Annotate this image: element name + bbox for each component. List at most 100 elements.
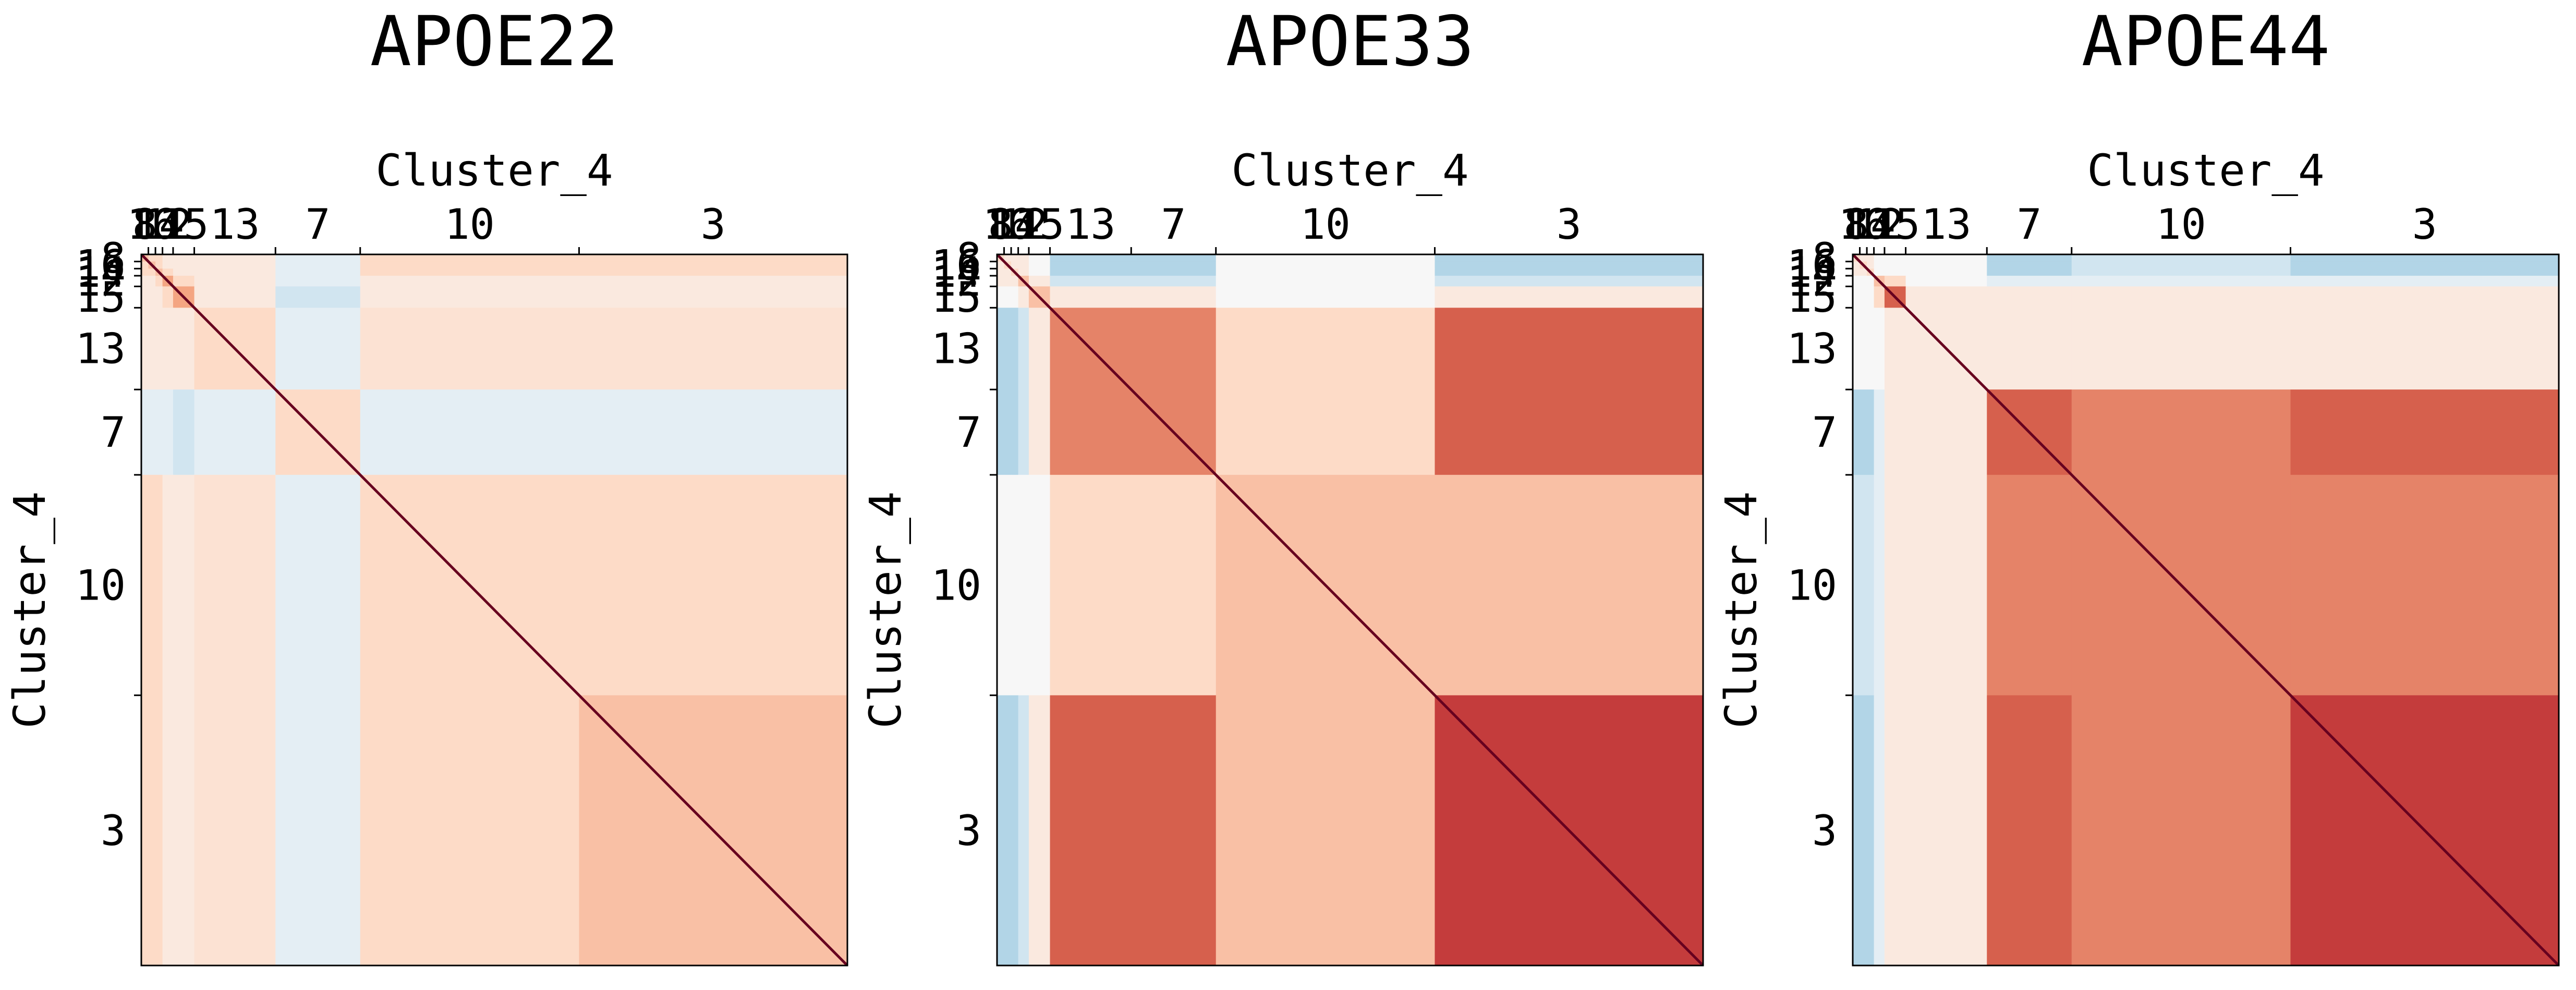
y-tick-label: 13 (1787, 325, 1837, 373)
x-tick-label: 8 (1844, 200, 1869, 249)
heatmap-cell (1050, 268, 1132, 276)
heatmap-cell (1987, 268, 2072, 276)
x-tick-label: 8 (988, 200, 1013, 249)
x-axis-label: Cluster_4 (2087, 145, 2324, 196)
heatmap-cell (194, 474, 276, 696)
heatmap-cell (1018, 261, 1029, 269)
heatmap-cell (148, 268, 156, 276)
heatmap-cell (1216, 695, 1435, 966)
y-tick-label: 10 (1787, 561, 1837, 609)
heatmap-cell (360, 261, 579, 269)
heatmap-cell (1028, 474, 1051, 696)
heatmap-cell (1004, 286, 1012, 308)
heatmap-cell (173, 268, 195, 276)
heatmap-cell (1884, 254, 1906, 262)
heatmap-cell (173, 695, 195, 966)
x-axis-label: Cluster_4 (375, 145, 613, 196)
heatmap-cell (148, 308, 156, 390)
heatmap-cell (1216, 275, 1435, 287)
heatmap-cell (1028, 695, 1051, 966)
heatmap-cell (1987, 286, 2072, 308)
heatmap-cell (148, 389, 156, 475)
heatmap-cell (1867, 474, 1875, 696)
heatmap-cell (141, 308, 149, 390)
heatmap-cell (155, 261, 163, 269)
y-tick-label: 15 (1787, 273, 1837, 322)
heatmap-cell (1867, 389, 1875, 475)
frame (1852, 253, 2560, 967)
y-tick-label: 14 (1787, 248, 1837, 297)
heatmap-cell (155, 254, 163, 262)
x-axis-label: Cluster_4 (1231, 145, 1468, 196)
heatmap-cell (1853, 261, 1861, 269)
heatmap-cell (1216, 286, 1435, 308)
heatmap-cell (1435, 254, 1704, 262)
heatmap-cell (1987, 695, 2072, 966)
heatmap-cell (275, 261, 361, 269)
heatmap-cell (194, 695, 276, 966)
heatmap-cell (1853, 474, 1861, 696)
y-tick-label: 8 (101, 234, 126, 283)
heatmap-cell (1867, 308, 1875, 390)
heatmap-cell (148, 286, 156, 308)
heatmap-cell (1874, 474, 1885, 696)
heatmap-cell (997, 275, 1005, 287)
y-tick-label: 12 (1787, 257, 1837, 305)
heatmap-cell (579, 389, 848, 475)
frame (140, 253, 848, 967)
heatmap-cell (579, 261, 848, 269)
heatmap-cell (997, 695, 1005, 966)
heatmap-cell (194, 254, 276, 262)
heatmap-cell (1018, 286, 1029, 308)
x-tick-label: 7 (1161, 200, 1186, 249)
heatmap-cell (1131, 254, 1217, 262)
heatmap-cell (194, 268, 276, 276)
heatmap-cell (997, 474, 1005, 696)
heatmap-cell (1011, 254, 1019, 262)
heatmap-cell (360, 308, 579, 390)
heatmap-cell (360, 286, 579, 308)
x-tick-label: 16 (127, 200, 177, 249)
y-tick-label: 16 (931, 241, 981, 289)
heatmap-cell (162, 389, 174, 475)
heatmap-cell (275, 286, 361, 308)
x-tick-label: 3 (1557, 200, 1582, 249)
heatmap-cell (360, 254, 579, 262)
heatmap-cell (1853, 286, 1861, 308)
heatmap-cell (173, 389, 195, 475)
heatmap-cell (1018, 254, 1029, 262)
heatmap-cell (275, 695, 361, 966)
heatmap-cell (1884, 275, 1906, 287)
panel: 881616141412121515131377101033APOE33Clus… (860, 2, 1704, 967)
heatmap-cell (173, 474, 195, 696)
heatmap-cell (1860, 286, 1867, 308)
heatmap-cell (275, 254, 361, 262)
heatmap-cell (1011, 275, 1019, 287)
heatmap-cell (1028, 254, 1051, 262)
heatmap-cell (1860, 254, 1867, 262)
heatmap-cell (1867, 275, 1875, 287)
heatmap-cell (997, 389, 1005, 475)
heatmap-cell (162, 254, 174, 262)
heatmap-cell (155, 286, 163, 308)
heatmap-cell (1011, 286, 1019, 308)
heatmap-cell (579, 308, 848, 390)
heatmap-cell (275, 275, 361, 287)
heatmap-cell (1050, 695, 1132, 966)
y-tick-label: 16 (76, 241, 126, 289)
heatmap-cell (1018, 695, 1029, 966)
heatmap-cell (173, 254, 195, 262)
y-tick-label: 10 (76, 561, 126, 609)
heatmap-cell (1028, 389, 1051, 475)
heatmap-cell (1050, 474, 1132, 696)
heatmap-cell (141, 261, 149, 269)
heatmap-cell (162, 474, 174, 696)
chart-title: APOE33 (1226, 2, 1475, 82)
heatmap-cell (1028, 275, 1051, 287)
heatmap-cell (1853, 695, 1861, 966)
heatmap-cell (1435, 286, 1704, 308)
heatmap-cell (1131, 286, 1217, 308)
diagonal (140, 253, 848, 967)
heatmap-cell (148, 254, 156, 262)
heatmap-cell (1884, 474, 1906, 696)
